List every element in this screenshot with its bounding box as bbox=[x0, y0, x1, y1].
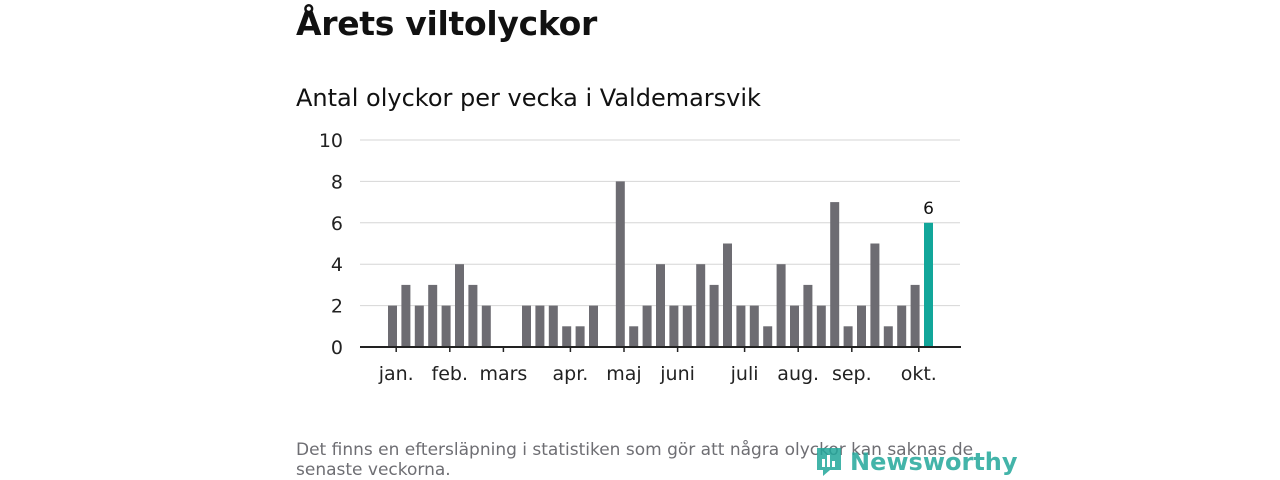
bar bbox=[656, 264, 665, 347]
footnote: Det finns en eftersläpning i statistiken… bbox=[296, 440, 974, 480]
bar bbox=[830, 202, 840, 347]
bar bbox=[816, 305, 826, 347]
y-tick-label: 8 bbox=[331, 171, 343, 193]
y-tick-label: 2 bbox=[331, 296, 343, 318]
y-tick-label: 6 bbox=[331, 213, 343, 235]
x-tick-label: sep. bbox=[832, 363, 872, 385]
x-tick-label: juli bbox=[730, 363, 759, 385]
bar bbox=[870, 243, 880, 347]
bar bbox=[709, 284, 719, 347]
page-title: Årets viltolyckor bbox=[296, 4, 597, 43]
newsworthy-logo: Newsworthy bbox=[814, 445, 1018, 479]
bar bbox=[843, 326, 853, 347]
bar bbox=[441, 305, 451, 347]
bar bbox=[857, 305, 866, 347]
x-tick-label: jan. bbox=[378, 363, 414, 385]
bar bbox=[883, 326, 893, 347]
chart-title: Antal olyckor per vecka i Valdemarsvik bbox=[296, 84, 761, 112]
bar-chart: 0 2 4 6 8 10 6 jan. feb. mars apr. maj juni juli aug. s… bbox=[319, 130, 961, 385]
bar bbox=[535, 305, 545, 347]
bar bbox=[803, 284, 813, 347]
bar bbox=[575, 326, 585, 347]
bar bbox=[763, 326, 773, 347]
newsworthy-logo-icon bbox=[817, 448, 841, 476]
data-label: 6 bbox=[923, 199, 934, 219]
bar bbox=[629, 326, 639, 347]
bar bbox=[776, 264, 786, 347]
bar-highlight bbox=[924, 222, 933, 347]
x-tick-label: feb. bbox=[432, 363, 468, 385]
x-tick-label: maj bbox=[606, 363, 641, 385]
bar bbox=[790, 305, 799, 347]
bar bbox=[749, 305, 759, 347]
bar bbox=[723, 243, 732, 347]
bar bbox=[669, 305, 679, 347]
y-tick-label: 10 bbox=[319, 130, 343, 152]
newsworthy-logo-text: Newsworthy bbox=[850, 448, 1018, 476]
x-tick-label: aug. bbox=[777, 363, 819, 385]
x-tick-label: apr. bbox=[552, 363, 588, 385]
bar bbox=[455, 264, 464, 347]
bar bbox=[562, 326, 572, 347]
bar bbox=[910, 284, 920, 347]
bar bbox=[682, 305, 692, 347]
x-tick-label: mars bbox=[479, 363, 527, 385]
bar bbox=[696, 264, 706, 347]
bar bbox=[414, 305, 424, 347]
bar bbox=[522, 305, 531, 347]
bar bbox=[388, 305, 397, 347]
bar bbox=[642, 305, 652, 347]
bar bbox=[897, 305, 907, 347]
bar bbox=[736, 305, 746, 347]
bar bbox=[428, 284, 438, 347]
x-tick-label: okt. bbox=[901, 363, 937, 385]
bar bbox=[589, 305, 598, 347]
bar bbox=[548, 305, 558, 347]
bar bbox=[401, 284, 411, 347]
x-tick-label: juni bbox=[659, 363, 695, 385]
bar bbox=[468, 284, 478, 347]
y-tick-label: 4 bbox=[331, 254, 343, 276]
y-tick-label: 0 bbox=[331, 337, 343, 359]
bar bbox=[481, 305, 491, 347]
bar bbox=[615, 181, 625, 347]
